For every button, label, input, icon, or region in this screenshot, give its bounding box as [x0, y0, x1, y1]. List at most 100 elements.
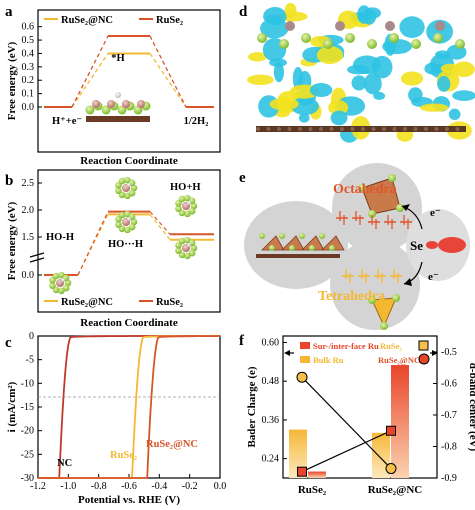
se-atom [184, 252, 191, 260]
legend-label-ruse2-b: RuSe₂ [156, 297, 183, 308]
se-atom [367, 39, 377, 49]
se-atom [190, 202, 198, 210]
se-atom [178, 237, 186, 245]
se-atom [190, 244, 198, 252]
c-atom [445, 127, 449, 131]
density-blob [426, 19, 454, 44]
density-blob [420, 103, 449, 112]
label-se: Se [410, 238, 423, 253]
se-atom [118, 177, 126, 185]
ru-atom [122, 100, 130, 108]
c-atom [287, 127, 292, 131]
ru-atom [335, 21, 345, 31]
legend-marker-ruse2 [418, 340, 429, 351]
state-label-half-h2: 1/2H₂ [184, 116, 209, 127]
octa-tetra-schematic [244, 163, 470, 330]
ytick-label-right: -0.7 [441, 410, 457, 421]
panel-f-ticks: 0.24 0.36 0.48 0.60 -0.5 -0.6 -0.7 -0.8 -0.9 [262, 337, 457, 484]
density-blob [440, 63, 460, 74]
se-atom [319, 233, 325, 239]
xtick-label: -0.4 [151, 481, 167, 492]
c-atom [371, 127, 376, 131]
se-atom [85, 105, 95, 115]
h-atom [61, 278, 65, 282]
density-blob [248, 52, 267, 62]
panel-f: f 0.24 0.36 0.48 0.60 -0.5 -0.6 -0.7 -0.8 -0.9 B… [239, 333, 475, 496]
panel-label-a: a [5, 4, 13, 20]
ytick-label-right: -0.9 [441, 473, 457, 484]
dband-line [301, 376, 392, 469]
density-blob [437, 76, 451, 92]
density-blob [316, 46, 344, 65]
curve-label-ruse2: RuSe₂ [110, 450, 137, 461]
label-electron-bottom: e⁻ [428, 271, 439, 283]
panel-a: a 0.0 0.1 0.2 0.3 0.4 0.5 0.6 Free energy (eV)… [5, 4, 221, 167]
legend-label-dband-ruse2: RuSe₂ [380, 341, 402, 351]
arrow-left-icon [284, 350, 290, 356]
xtick-label: -0.8 [91, 481, 107, 492]
ytick-label: -15 [21, 402, 34, 413]
panel-label-b: b [5, 173, 13, 189]
energy-connector [149, 211, 171, 235]
arrow-right-icon [432, 350, 438, 356]
ru-atom [285, 21, 295, 31]
h-atom [115, 92, 121, 98]
c-atom [382, 127, 386, 131]
legend-swatch-surface [300, 342, 310, 349]
density-blob [328, 100, 349, 116]
c-atom [266, 127, 271, 131]
legend-label-nc-b: RuSe₂@NC [61, 297, 113, 308]
h-atom [127, 217, 131, 221]
panel-c-xlabel: Potential vs. RHE (V) [78, 494, 180, 506]
se-atom [411, 39, 421, 49]
bar-surface [308, 471, 326, 478]
ytick-label-right: -0.8 [441, 442, 457, 453]
density-blob [399, 16, 425, 39]
legend-label-surface: Sur-/inter-face Ru [313, 341, 379, 351]
panel-f-ylabel-left: Bader Charge (e) [246, 366, 258, 447]
ytick-label-right: -0.5 [441, 347, 457, 358]
panel-a-yticks: 0.0 0.1 0.2 0.3 0.4 0.5 0.6 [22, 22, 42, 113]
panel-label-e: e [239, 170, 246, 186]
ytick-label: -20 [21, 426, 34, 437]
ytick-label: -25 [21, 449, 34, 460]
ytick-label: 1.5 [22, 232, 35, 243]
se-atom [175, 205, 182, 213]
panel-f-ylabel-right: d-band center (eV) [467, 363, 475, 452]
label-octahedra: Octahedra [333, 182, 397, 197]
se-atom [49, 282, 56, 290]
xtick-label: -0.6 [121, 481, 137, 492]
c-atom [361, 127, 365, 131]
label-electron-top: e⁻ [430, 207, 441, 219]
h-atom [187, 201, 191, 205]
c-atom [434, 127, 439, 131]
panel-b: b 0.0 1.5 2.0 2.5 Free energy (eV) Reaction… [5, 169, 221, 329]
ytick-label: 0.5 [22, 35, 35, 46]
se-atom [269, 245, 275, 251]
ru-atom [435, 21, 445, 31]
cluster-image [175, 194, 198, 218]
bar-bulk [289, 429, 307, 478]
c-atom [319, 127, 323, 131]
ru-atom [137, 100, 145, 108]
se-atom [64, 279, 72, 287]
c-atom [256, 127, 260, 131]
category-label-ruse2-nc: RuSe₂@NC [368, 484, 423, 496]
se-atom [115, 221, 122, 229]
bar-bulk [372, 432, 390, 478]
ytick-label: 0.36 [262, 415, 280, 426]
dband-point-circle [296, 371, 308, 383]
c-atom [350, 127, 355, 131]
se-atom [329, 245, 335, 251]
panel-b-xlabel: Reaction Coordinate [80, 317, 178, 329]
se-atom [115, 187, 122, 195]
ytick-label: 0.4 [22, 48, 35, 59]
curve-label-nc: NC [57, 458, 72, 469]
xtick-label: 0.0 [214, 481, 227, 492]
ru-atom [107, 100, 115, 108]
density-blob [330, 110, 348, 126]
se-atom [279, 233, 285, 239]
density-blob [453, 61, 475, 78]
se-atom [279, 39, 289, 49]
se-atom [178, 195, 186, 203]
